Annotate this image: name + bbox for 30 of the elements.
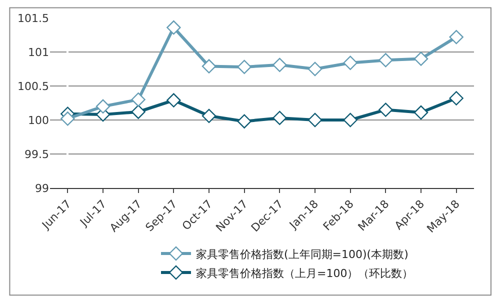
y-tick-label: 99	[35, 182, 49, 195]
point	[343, 112, 358, 128]
y-tick-label: 99.5	[24, 148, 49, 161]
point	[414, 105, 428, 120]
y-tick-label: 101.5	[18, 12, 49, 25]
y-tick-label: 100.5	[18, 80, 49, 93]
point	[343, 56, 358, 70]
point	[378, 102, 393, 117]
legend-label: 家具零售价格指数（上月=100）（环比数）	[196, 266, 414, 280]
point	[308, 112, 322, 128]
point	[237, 60, 252, 74]
point	[378, 53, 393, 68]
point	[449, 30, 464, 44]
point	[449, 91, 464, 106]
point	[308, 62, 322, 76]
point	[166, 93, 181, 108]
y-tick-label: 100	[28, 114, 49, 127]
point	[202, 59, 216, 74]
legend-label: 家具零售价格指数(上年同期=100)(本期数)	[196, 248, 408, 261]
point	[60, 112, 75, 126]
point	[202, 108, 216, 124]
point	[237, 114, 252, 128]
point	[166, 20, 181, 35]
point	[131, 92, 146, 107]
point	[272, 110, 287, 126]
y-tick-label: 101	[28, 46, 49, 59]
point	[96, 99, 110, 114]
point	[272, 58, 287, 72]
point	[131, 104, 146, 119]
point	[414, 52, 428, 66]
